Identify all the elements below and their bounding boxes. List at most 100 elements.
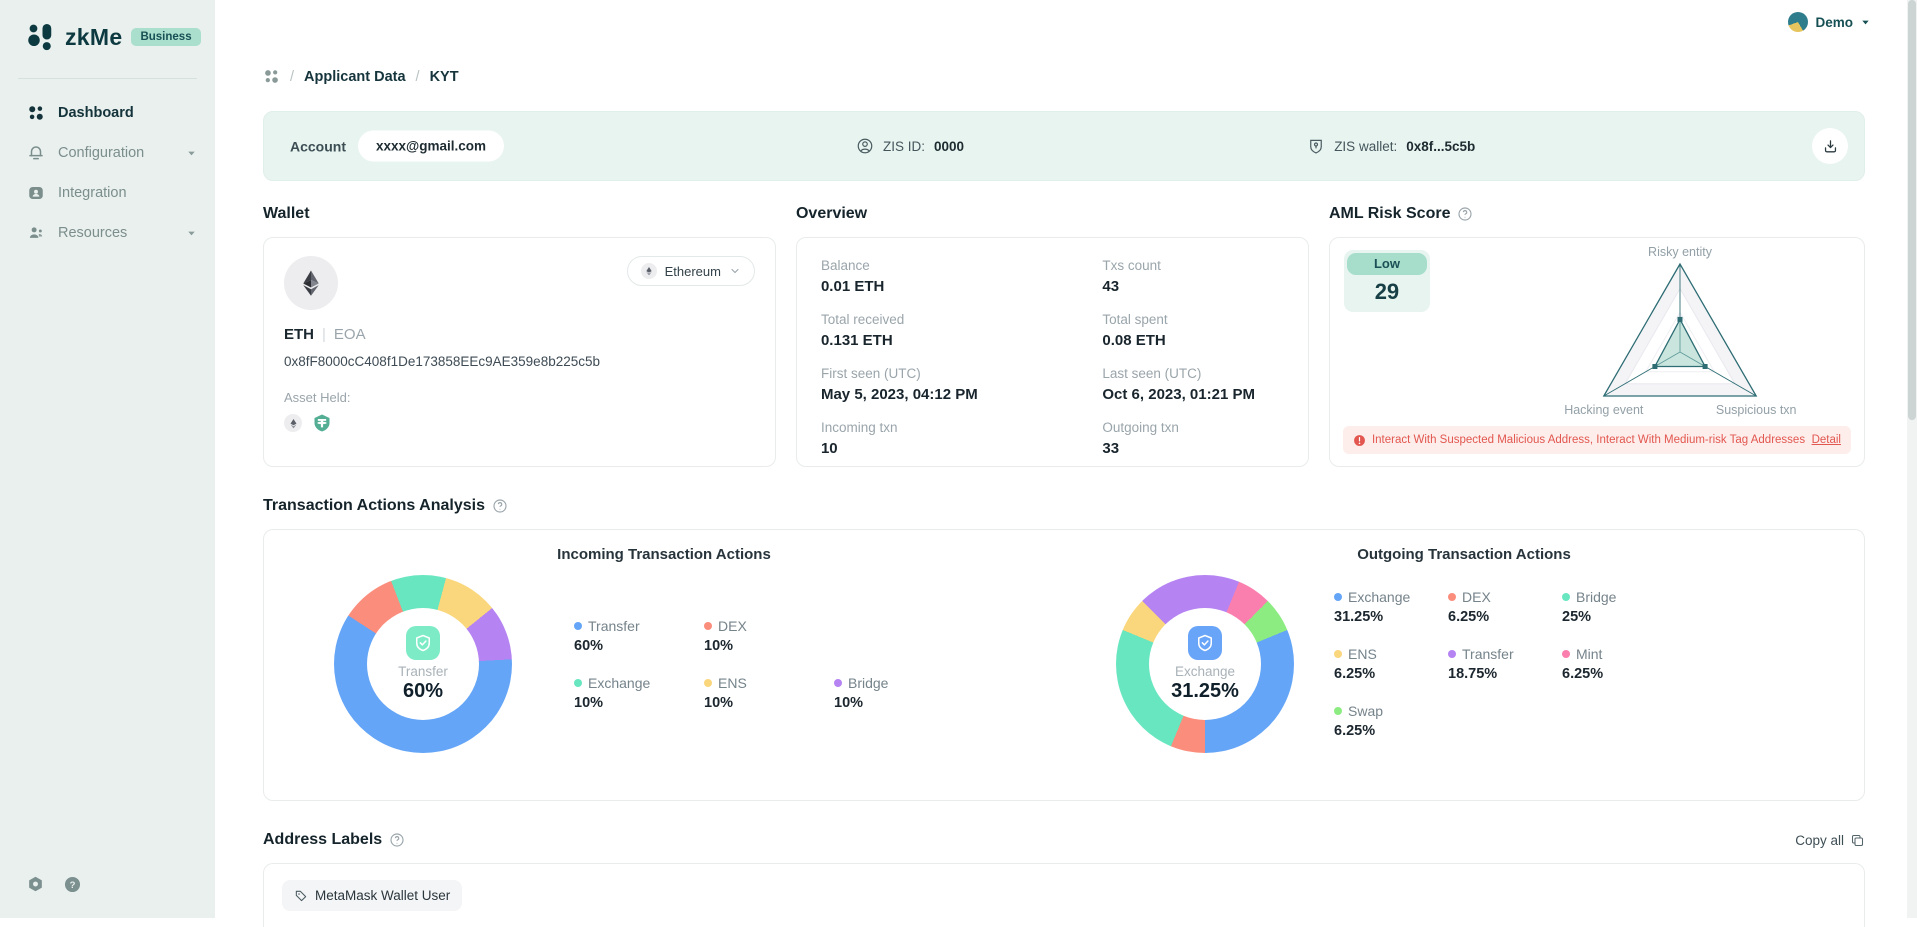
legend-value: 6.25% [1334, 723, 1376, 739]
dashboard-icon [29, 106, 43, 120]
stat-total-spent: Total spent 0.08 ETH [1102, 312, 1168, 349]
transaction-analysis-title: Transaction Actions Analysis [263, 497, 485, 514]
tag-icon [295, 890, 307, 901]
account-email: xxxx@gmail.com [358, 130, 504, 162]
sidebar-nav: Dashboard Configuration Integration Reso… [0, 93, 215, 253]
breadcrumb-separator: / [290, 68, 295, 85]
apps-grid-icon[interactable] [263, 68, 280, 85]
risk-level-badge: Low [1346, 253, 1427, 275]
legend-value: 6.25% [1448, 609, 1490, 625]
eth-asset-icon [284, 414, 302, 432]
question-circle-icon[interactable] [492, 498, 508, 514]
legend-value: 10% [574, 694, 604, 711]
donut-center-label: Exchange [1174, 663, 1236, 679]
sidebar-footer: ? [26, 875, 82, 894]
legend-dot [1334, 593, 1342, 601]
legend-item-transfer: Transfer 18.75% [1448, 646, 1550, 682]
chevron-down-icon [1860, 17, 1871, 28]
wallet-symbol: ETH [284, 326, 314, 343]
sidebar-item-configuration[interactable]: Configuration [0, 133, 215, 173]
person-circle-icon [857, 138, 873, 154]
incoming-actions-title: Incoming Transaction Actions [557, 546, 771, 563]
legend-dot [1562, 593, 1570, 601]
legend-dot [704, 621, 712, 630]
topbar: Demo [215, 0, 1917, 44]
scrollbar-thumb[interactable] [1908, 0, 1916, 420]
wallet-card: Ethereum ETH | EOA 0x8fF8000cC408f1De17385… [263, 237, 776, 467]
divider: | [322, 326, 326, 343]
zkme-logo[interactable]: zkMe Business [0, 0, 215, 52]
copy-icon [1851, 834, 1864, 846]
incoming-legend: Transfer 60% DEX 10% Exchange 10% ENS 10% Bridge… [574, 618, 952, 711]
outgoing-actions-panel: Outgoing Transaction Actions Exchange 31… [1064, 530, 1864, 800]
sidebar-item-resources[interactable]: Resources [0, 213, 215, 253]
aml-section-title: AML Risk Score [1328, 205, 1451, 222]
gear-icon[interactable] [26, 875, 45, 894]
breadcrumb: / Applicant Data / KYT [263, 68, 1865, 85]
alert-icon [1353, 434, 1366, 447]
account-bar: Account xxxx@gmail.com ZIS ID: 0000 ZIS … [263, 111, 1865, 181]
download-button[interactable] [1812, 128, 1848, 164]
help-icon[interactable]: ? [63, 875, 82, 894]
legend-label: Swap [1348, 703, 1384, 719]
legend-dot [574, 621, 582, 630]
sidebar-divider [18, 78, 197, 79]
sidebar: zkMe Business Dashboard Configuration In… [0, 0, 215, 918]
sidebar-item-dashboard[interactable]: Dashboard [0, 93, 215, 133]
legend-dot [1448, 650, 1456, 658]
network-select[interactable]: Ethereum [626, 256, 755, 286]
legend-label: Transfer [588, 617, 640, 634]
sidebar-item-label: Dashboard [58, 105, 134, 121]
shield-check-icon [1188, 625, 1222, 660]
outgoing-donut-chart: Exchange 31.25% [1116, 575, 1294, 753]
svg-text:Suspicious txn: Suspicious txn [1716, 403, 1797, 417]
chevron-down-icon [186, 228, 197, 239]
chevron-down-icon [186, 148, 197, 159]
question-circle-icon[interactable] [1457, 206, 1473, 222]
sidebar-item-label: Integration [58, 185, 127, 201]
ethereum-icon [640, 263, 657, 279]
zis-wallet-label: ZIS wallet: [1334, 138, 1398, 154]
outgoing-actions-title: Outgoing Transaction Actions [1357, 546, 1571, 563]
legend-dot [834, 678, 842, 687]
legend-value: 60% [574, 637, 604, 654]
svg-text:Hacking event: Hacking event [1564, 403, 1644, 417]
address-label-chip: MetaMask Wallet User [282, 880, 463, 911]
sidebar-item-label: Configuration [58, 145, 145, 161]
breadcrumb-kyt[interactable]: KYT [429, 68, 459, 85]
zkme-logo-icon [26, 22, 56, 52]
legend-label: ENS [718, 674, 747, 691]
user-name: Demo [1815, 14, 1853, 30]
account-group: Account xxxx@gmail.com [290, 130, 504, 162]
legend-item-dex: DEX 6.25% [1448, 589, 1550, 625]
legend-item-bridge: Bridge 10% [834, 675, 952, 711]
incoming-donut-chart: Transfer 60% [334, 575, 512, 753]
overview-section: Overview Balance 0.01 ETH Txs count 43 Tot… [795, 205, 1309, 467]
stat-balance: Balance 0.01 ETH [820, 258, 885, 295]
legend-label: Transfer [1462, 646, 1514, 662]
svg-text:?: ? [70, 880, 76, 891]
sidebar-item-integration[interactable]: Integration [0, 173, 215, 213]
user-menu[interactable]: Demo [1788, 12, 1871, 32]
overview-section-title: Overview [795, 205, 868, 222]
address-label-text: MetaMask Wallet User [315, 888, 451, 903]
legend-label: Exchange [588, 674, 651, 691]
legend-value: 31.25% [1334, 609, 1384, 625]
question-circle-icon[interactable] [389, 832, 405, 848]
breadcrumb-separator: / [415, 68, 420, 85]
breadcrumb-applicant-data[interactable]: Applicant Data [304, 68, 406, 85]
stat-total-received: Total received 0.131 ETH [820, 312, 905, 349]
business-badge: Business [131, 28, 201, 46]
content: / Applicant Data / KYT Account xxxx@gmai… [215, 68, 1917, 927]
legend-label: Exchange [1348, 589, 1411, 605]
legend-dot [1448, 593, 1456, 601]
copy-all-button[interactable]: Copy all [1795, 833, 1865, 848]
download-icon [1824, 139, 1836, 152]
legend-label: DEX [718, 617, 747, 634]
main-area: Demo / Applicant Data / KYT Account xxxx… [215, 0, 1917, 927]
wallet-address: 0x8fF8000cC408f1De173858EEc9AE359e8b225c… [284, 354, 600, 369]
wallet-section-title: Wallet [263, 205, 310, 222]
copy-all-label: Copy all [1795, 832, 1844, 848]
detail-link[interactable]: Detail [1811, 434, 1841, 446]
